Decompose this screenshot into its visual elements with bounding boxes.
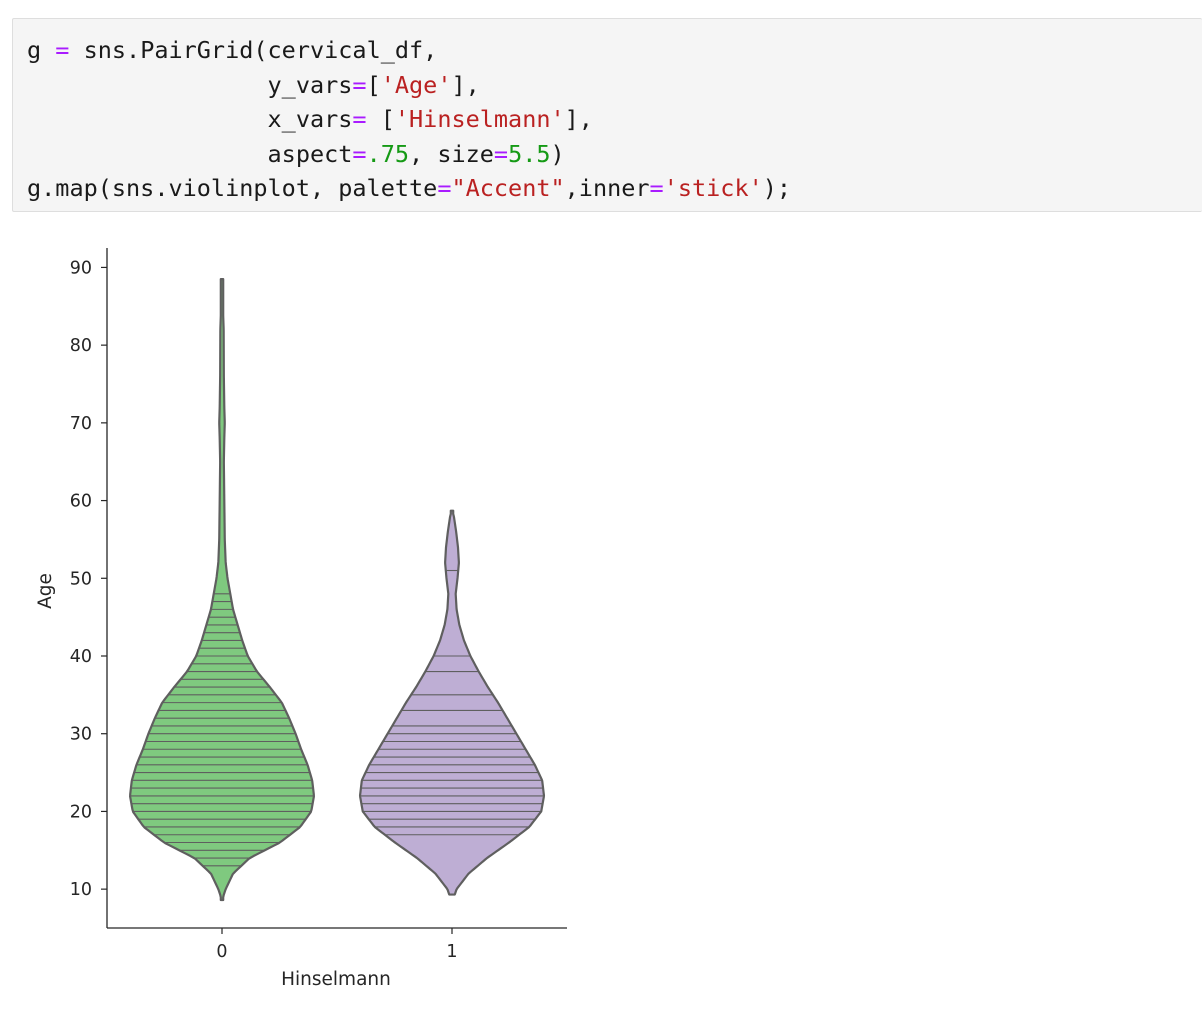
code-token: g [27,36,56,64]
code-token: = [352,139,367,168]
axes-layer: 10 20 30 40 50 60 70 80 90 0 1 [70,248,567,962]
code-token: = [352,105,367,133]
code-token: ], [451,70,480,99]
code-token: ) [550,139,565,168]
code-token: x_vars [27,105,353,133]
code-token: = [649,174,664,202]
code-token: = [55,36,70,64]
y-tick-label: 60 [70,492,92,512]
violin-0 [129,277,315,902]
code-editor[interactable]: g = sns.PairGrid(cervical_df, y_vars=['A… [27,33,791,206]
violin-body-1 [358,509,546,896]
x-tick-label: 0 [216,942,227,962]
code-token: [ [366,105,395,133]
code-token: "Accent" [451,174,565,202]
code-token: = [493,139,509,168]
x-axis-label: Hinselmann [281,969,391,990]
code-line: x_vars= ['Hinselmann'], [27,105,593,133]
y-tick-label: 10 [70,880,92,900]
y-tick-label: 30 [70,725,92,745]
y-tick-label: 90 [70,258,92,278]
code-token: 'Hinselmann' [394,105,565,133]
violin-body-0 [129,277,315,902]
output-area: 10 20 30 40 50 60 70 80 90 0 1 Hinselmann Age [0,228,600,1008]
code-cell[interactable]: g = sns.PairGrid(cervical_df, y_vars=['A… [12,18,1202,212]
y-tick-label: 40 [70,647,92,667]
code-token: .75 [366,139,410,168]
code-token: 5.5 [508,139,551,168]
code-token: , size [409,139,494,168]
code-line: g.map(sns.violinplot, palette="Accent",i… [27,174,791,202]
code-token: = [352,70,367,99]
code-token: ], [564,105,593,133]
code-token: 'stick' [663,174,763,202]
violins-layer [129,277,546,902]
code-line: aspect=.75, size=5.5) [27,140,565,168]
violin-1 [358,509,546,896]
y-tick-label: 50 [70,569,92,589]
code-token: sns.PairGrid(cervical_df, [69,36,438,64]
code-token: aspect [27,139,353,168]
y-tick-label: 20 [70,802,92,822]
code-token: ); [762,174,792,202]
code-token: ,inner [564,174,650,202]
code-token: 'Age' [380,70,452,99]
y-axis-label: Age [35,573,56,609]
violin-chart: 10 20 30 40 50 60 70 80 90 0 1 Hinselmann Age [35,248,567,990]
code-token: g.map(sns.violinplot, palette [27,174,438,202]
code-token: = [437,174,452,202]
y-tick-label: 80 [70,336,92,356]
x-tick-label: 1 [446,942,457,962]
code-token: y_vars [27,70,353,99]
code-token: [ [366,70,381,99]
y-tick-label: 70 [70,414,92,434]
code-line: g = sns.PairGrid(cervical_df, [27,36,437,64]
code-line: y_vars=['Age'], [27,71,480,99]
